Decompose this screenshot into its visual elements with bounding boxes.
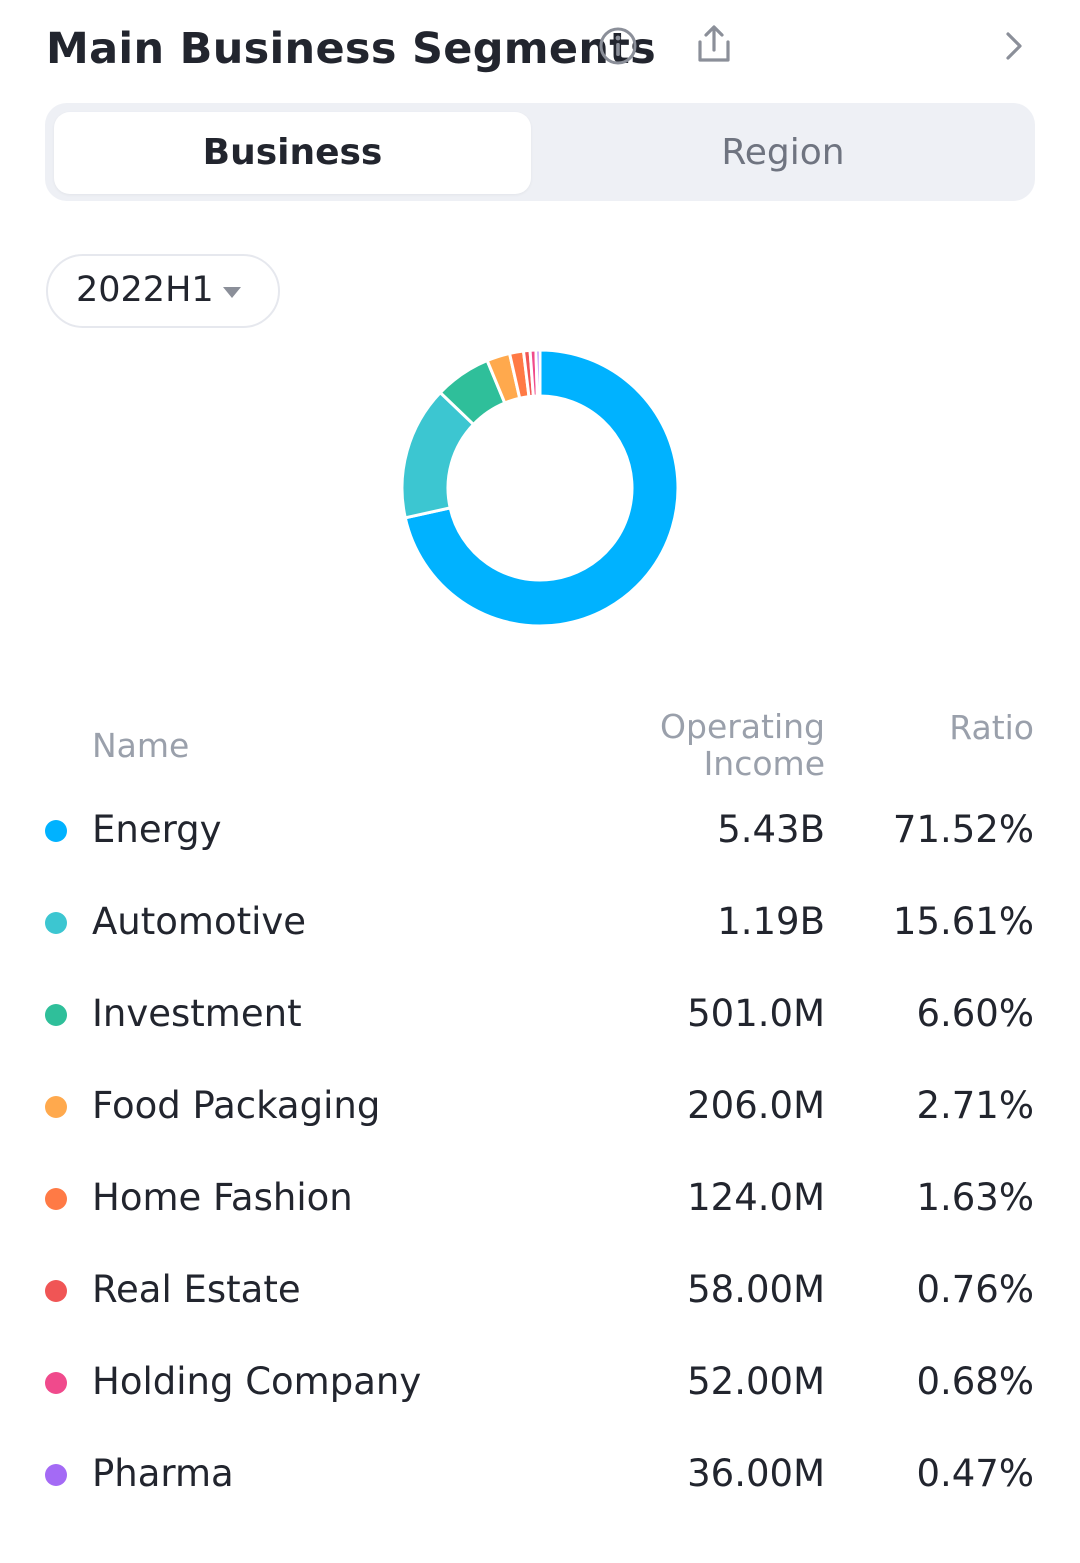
segment-ratio: 6.60% xyxy=(916,992,1034,1035)
tab-business[interactable]: Business xyxy=(54,112,531,194)
segment-income: 52.00M xyxy=(687,1360,825,1403)
table-row[interactable]: Energy 5.43B 71.52% xyxy=(0,786,1080,878)
legend-dot xyxy=(45,1372,67,1394)
segment-name: Investment xyxy=(92,992,302,1035)
segment-income: 36.00M xyxy=(687,1452,825,1495)
table-row[interactable]: Real Estate 58.00M 0.76% xyxy=(0,1246,1080,1338)
table-row[interactable]: Home Fashion 124.0M 1.63% xyxy=(0,1154,1080,1246)
segment-ratio: 15.61% xyxy=(892,900,1034,943)
segment-tabs: Business Region xyxy=(45,103,1035,201)
segment-name: Home Fashion xyxy=(92,1176,353,1219)
chevron-right-icon[interactable] xyxy=(994,26,1034,66)
legend-dot xyxy=(45,1280,67,1302)
table-row[interactable]: Food Packaging 206.0M 2.71% xyxy=(0,1062,1080,1154)
segment-ratio: 0.76% xyxy=(916,1268,1034,1311)
segment-ratio: 2.71% xyxy=(916,1084,1034,1127)
info-icon[interactable] xyxy=(598,26,638,66)
legend-dot xyxy=(45,1004,67,1026)
table-row[interactable]: Investment 501.0M 6.60% xyxy=(0,970,1080,1062)
segment-ratio: 0.47% xyxy=(916,1452,1034,1495)
segment-income: 5.43B xyxy=(717,808,825,851)
segment-ratio: 71.52% xyxy=(892,808,1034,851)
section-header: Main Business Segments xyxy=(46,18,1034,78)
donut-slice-pharma[interactable] xyxy=(534,348,542,398)
period-selector[interactable]: 2022H1 xyxy=(46,254,280,328)
segment-name: Energy xyxy=(92,808,222,851)
segment-income: 1.19B xyxy=(717,900,825,943)
table-row[interactable]: Automotive 1.19B 15.61% xyxy=(0,878,1080,970)
table-row[interactable]: Pharma 36.00M 0.47% xyxy=(0,1430,1080,1522)
legend-dot xyxy=(45,1096,67,1118)
page-title: Main Business Segments xyxy=(46,24,657,74)
column-header-name: Name xyxy=(92,726,190,765)
segment-income: 124.0M xyxy=(687,1176,825,1219)
tab-region[interactable]: Region xyxy=(721,132,845,173)
donut-chart xyxy=(400,348,680,628)
segment-name: Food Packaging xyxy=(92,1084,381,1127)
table-row[interactable]: Holding Company 52.00M 0.68% xyxy=(0,1338,1080,1430)
segment-ratio: 0.68% xyxy=(916,1360,1034,1403)
segment-name: Automotive xyxy=(92,900,307,943)
segment-income: 206.0M xyxy=(687,1084,825,1127)
segment-name: Holding Company xyxy=(92,1360,422,1403)
segment-income: 501.0M xyxy=(687,992,825,1035)
legend-dot xyxy=(45,820,67,842)
legend-dot xyxy=(45,1464,67,1486)
segment-income: 58.00M xyxy=(687,1268,825,1311)
caret-down-icon xyxy=(223,287,241,298)
table-header: Name Operating Income Ratio xyxy=(0,706,1080,796)
share-icon[interactable] xyxy=(692,22,736,66)
legend-dot xyxy=(45,1188,67,1210)
period-value: 2022H1 xyxy=(76,270,214,310)
segment-name: Pharma xyxy=(92,1452,234,1495)
segment-list: Energy 5.43B 71.52% Automotive 1.19B 15.… xyxy=(0,786,1080,1522)
donut-slice-energy[interactable] xyxy=(403,348,680,628)
column-header-ratio: Ratio xyxy=(949,708,1034,747)
column-header-income: Operating Income xyxy=(660,707,825,783)
legend-dot xyxy=(45,912,67,934)
segment-name: Real Estate xyxy=(92,1268,301,1311)
segment-ratio: 1.63% xyxy=(916,1176,1034,1219)
